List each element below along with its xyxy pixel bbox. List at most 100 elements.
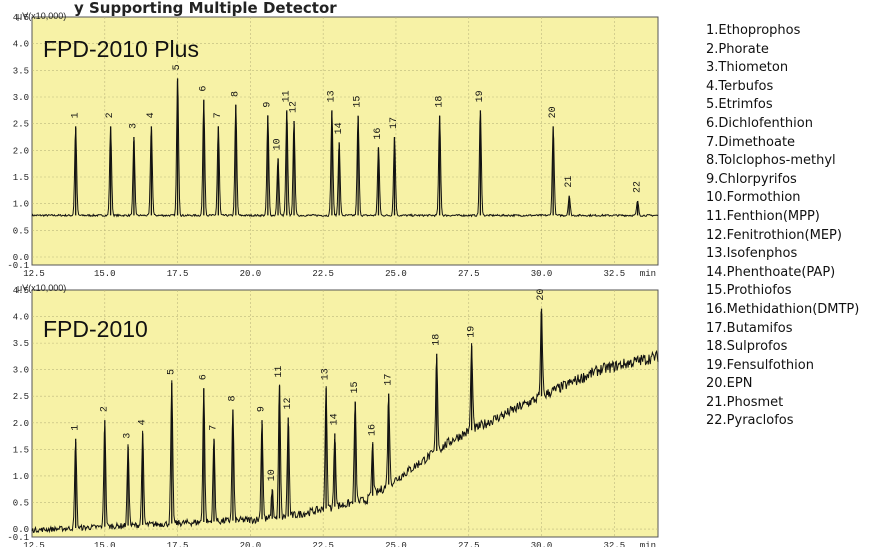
y-tick-label: 3.5 xyxy=(13,66,29,76)
x-tick-label: 30.0 xyxy=(531,269,553,279)
peak-label: 5 xyxy=(172,64,183,70)
x-axis-unit: min xyxy=(640,269,656,279)
x-tick-label: 12.5 xyxy=(23,269,45,279)
peak-label: 7 xyxy=(209,425,220,431)
peak-label: 19 xyxy=(475,90,486,102)
legend-item: 11.Fenthion(MPP) xyxy=(706,208,820,224)
peak-label: 1 xyxy=(70,112,81,118)
legend-item: 19.Fensulfothion xyxy=(706,357,814,373)
x-tick-label: 25.0 xyxy=(385,541,407,547)
legend-item: 15.Prothiofos xyxy=(706,283,792,299)
x-tick-label: 15.0 xyxy=(94,269,116,279)
peak-label: 14 xyxy=(329,413,340,425)
peak-label: 8 xyxy=(230,91,241,97)
legend-item: 2.Phorate xyxy=(706,41,769,57)
peak-label: 4 xyxy=(137,419,148,425)
peak-label: 11 xyxy=(274,366,285,378)
peak-label: 7 xyxy=(213,112,224,118)
peak-label: 4 xyxy=(146,112,157,118)
y-tick-label: 4.5 xyxy=(13,286,29,296)
legend-item: 20.EPN xyxy=(706,376,753,392)
legend-item: 17.Butamifos xyxy=(706,320,793,336)
legend-item: 5.Etrimfos xyxy=(706,97,773,113)
y-tick-label: 0.0 xyxy=(13,253,29,263)
peak-label: 2 xyxy=(99,406,110,412)
peak-label: 9 xyxy=(257,406,268,412)
x-tick-label: 20.0 xyxy=(240,541,262,547)
peak-label: 21 xyxy=(564,176,575,188)
peak-label: 3 xyxy=(129,123,140,129)
peak-label: 14 xyxy=(334,122,345,134)
peak-label: 12 xyxy=(283,397,294,409)
x-tick-label: 17.5 xyxy=(167,269,189,279)
y-tick-label: 1.5 xyxy=(13,173,29,183)
peak-label: 11 xyxy=(281,90,292,102)
y-tick-label: 3.0 xyxy=(13,93,29,103)
legend-item: 12.Fenitrothion(MEP) xyxy=(706,227,842,243)
y-tick-label: 2.0 xyxy=(13,146,29,156)
x-tick-label: 32.5 xyxy=(604,269,626,279)
peak-label: 20 xyxy=(548,106,559,118)
fpd-2010-plus-chart: 4.54.03.53.02.52.01.51.00.50.0-0.112.5 15… xyxy=(7,11,659,279)
peak-label: 10 xyxy=(273,138,284,150)
legend-item: 7.Dimethoate xyxy=(706,134,796,150)
peak-label: 13 xyxy=(321,368,332,380)
y-tick-label: 0.5 xyxy=(13,226,29,236)
y-tick-label: 0.0 xyxy=(13,525,29,535)
peak-label: 5 xyxy=(166,369,177,375)
legend-item: 21.Phosmet xyxy=(706,394,784,410)
x-tick-label: 22.5 xyxy=(312,269,334,279)
peak-label: 17 xyxy=(383,374,394,386)
y-tick-label: 3.0 xyxy=(13,366,29,376)
header-fragment: y Supporting Multiple Detector xyxy=(74,0,337,17)
legend-item: 6.Dichlofenthion xyxy=(706,115,813,131)
peak-label: 2 xyxy=(105,112,116,118)
peak-label: 15 xyxy=(350,382,361,394)
y-tick-label: 2.0 xyxy=(13,419,29,429)
legend-item: 10.Formothion xyxy=(706,190,801,206)
y-tick-label: -0.1 xyxy=(7,261,29,271)
y-unit-label: μV(x10,000) xyxy=(17,11,66,21)
compound-legend: 1.Ethoprophos 2.Phorate 3.Thiometon 4.Terbu… xyxy=(706,22,859,431)
peak-label: 19 xyxy=(466,326,477,338)
peak-label: 15 xyxy=(353,96,364,108)
legend-item: 8.Tolclophos-methyl xyxy=(706,153,836,169)
legend-item: 3.Thiometon xyxy=(706,60,789,76)
x-tick-label: 15.0 xyxy=(94,541,116,547)
peak-label: 9 xyxy=(262,102,273,108)
peak-label: 3 xyxy=(123,433,134,439)
peak-label: 18 xyxy=(431,334,442,346)
y-tick-label: 4.0 xyxy=(13,313,29,323)
y-tick-label: 1.5 xyxy=(13,445,29,455)
peak-label: 20 xyxy=(536,289,547,301)
x-tick-label: 25.0 xyxy=(385,269,407,279)
legend-item: 9.Chlorpyrifos xyxy=(706,171,797,187)
plot-area xyxy=(31,289,659,538)
x-axis-unit: min xyxy=(640,541,656,547)
legend-item: 16.Methidathion(DMTP) xyxy=(706,301,860,317)
y-tick-label: 2.5 xyxy=(13,392,29,402)
peak-label: 6 xyxy=(198,86,209,92)
peak-label: 17 xyxy=(389,117,400,129)
legend-item: 1.Ethoprophos xyxy=(706,23,801,38)
fpd-2010-chart: 4.54.03.53.02.52.01.51.00.50.0-0.112.5 15… xyxy=(7,283,659,547)
x-tick-label: 30.0 xyxy=(531,541,553,547)
chromatogram-trace xyxy=(31,311,659,534)
y-unit-label: μV(x10,000) xyxy=(17,283,66,293)
y-tick-label: 4.5 xyxy=(13,13,29,23)
chart-title: FPD-2010 Plus xyxy=(43,36,199,62)
peak-label: 1 xyxy=(70,425,81,431)
peak-label: 16 xyxy=(367,424,378,436)
y-tick-label: 4.0 xyxy=(13,40,29,50)
y-tick-label: -0.1 xyxy=(7,533,29,543)
x-tick-label: 22.5 xyxy=(312,541,334,547)
legend-item: 14.Phenthoate(PAP) xyxy=(706,264,836,280)
peak-label: 16 xyxy=(373,128,384,140)
peak-label: 18 xyxy=(434,96,445,108)
peak-label: 22 xyxy=(632,181,643,193)
y-tick-label: 1.0 xyxy=(13,472,29,482)
legend-item: 13.Isofenphos xyxy=(706,246,798,262)
legend-item: 22.Pyraclofos xyxy=(706,413,794,429)
x-tick-label: 12.5 xyxy=(23,541,45,547)
peak-label: 10 xyxy=(267,469,278,481)
